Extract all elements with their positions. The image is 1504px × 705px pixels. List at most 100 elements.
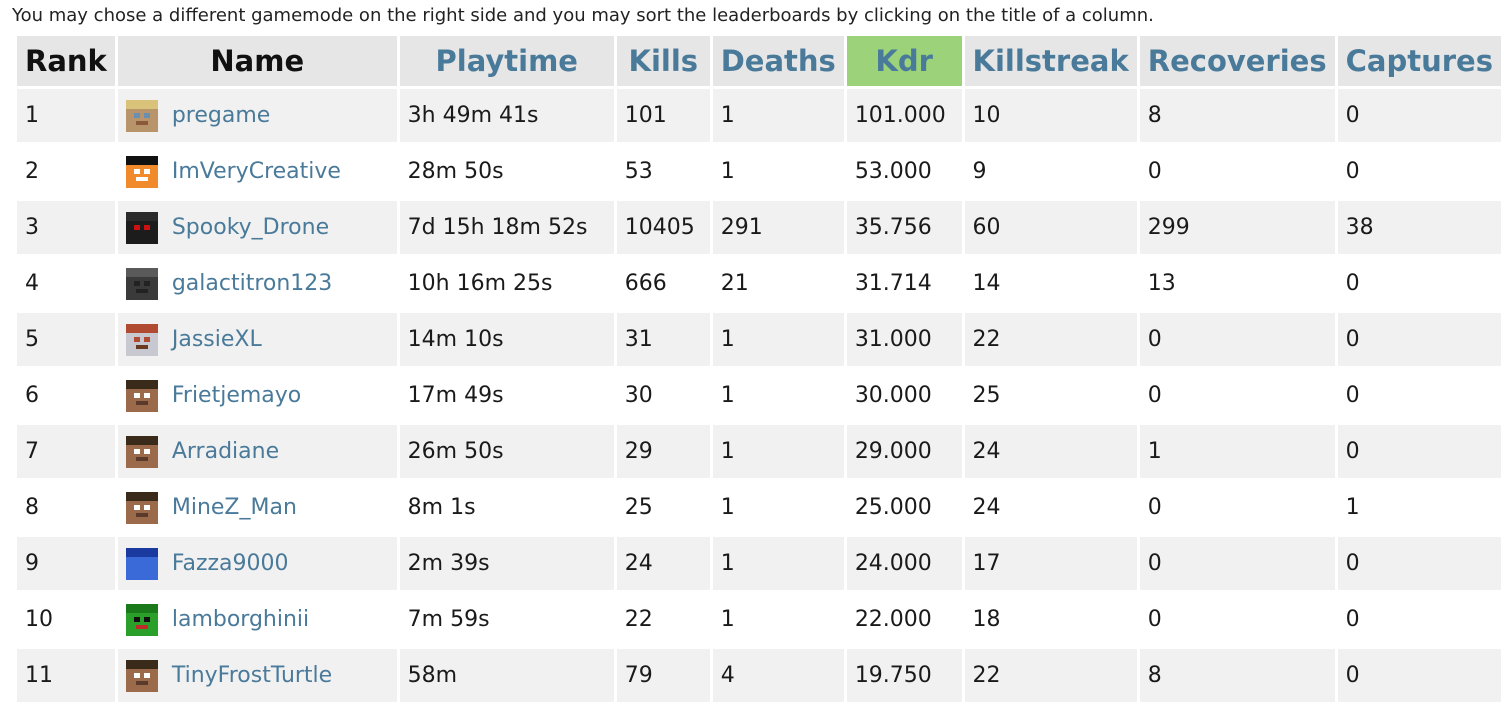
player-link[interactable]: TinyFrostTurtle [171,663,333,688]
avatar-eye [143,112,150,118]
avatar-hair [125,435,158,445]
player-name-wrapper: Fazza9000 [125,547,397,580]
cell-deaths: 1 [712,313,844,366]
avatar-eye [133,504,140,510]
player-avatar-icon[interactable] [125,603,158,636]
cell-captures: 0 [1337,257,1501,310]
cell-captures: 0 [1337,537,1501,590]
avatar-eye [133,616,140,622]
column-header-playtime[interactable]: Playtime [399,36,614,86]
avatar-mouth [135,344,148,349]
cell-captures: 0 [1337,89,1501,142]
cell-playtime: 8m 1s [399,481,614,534]
player-link[interactable]: pregame [171,103,271,128]
column-header-recoveries[interactable]: Recoveries [1139,36,1335,86]
cell-playtime: 17m 49s [399,369,614,422]
player-name-wrapper: Frietjemayo [125,379,397,412]
avatar-eye [133,672,140,678]
avatar-hair [125,659,158,669]
player-link[interactable]: Arradiane [171,439,280,464]
avatar-hair [125,155,158,165]
cell-kdr: 53.000 [846,145,962,198]
player-avatar-icon[interactable] [125,547,158,580]
avatar-mouth [135,400,148,405]
player-link[interactable]: Spooky_Drone [171,215,330,240]
cell-deaths: 4 [712,649,844,702]
cell-name: Fazza9000 [117,537,397,590]
avatar-eye [143,672,150,678]
column-header-captures[interactable]: Captures [1337,36,1501,86]
player-link[interactable]: Frietjemayo [171,383,302,408]
player-name-wrapper: Spooky_Drone [125,211,397,244]
player-avatar-icon[interactable] [125,211,158,244]
cell-name: ImVeryCreative [117,145,397,198]
cell-rank: 3 [17,201,115,254]
table-row: 3 Spooky_Drone 7d 15h 18m 52s 10405 291 35.75… [17,201,1501,254]
player-avatar-icon[interactable] [125,435,158,468]
player-name-wrapper: MineZ_Man [125,491,397,524]
column-header-killstreak[interactable]: Killstreak [964,36,1137,86]
cell-kdr: 24.000 [846,537,962,590]
cell-kills: 29 [616,425,710,478]
player-link[interactable]: JassieXL [171,327,262,352]
player-name-wrapper: ImVeryCreative [125,155,397,188]
cell-playtime: 2m 39s [399,537,614,590]
cell-rank: 2 [17,145,115,198]
player-avatar-icon[interactable] [125,155,158,188]
cell-captures: 0 [1337,649,1501,702]
avatar-mouth [135,232,148,237]
player-name-wrapper: TinyFrostTurtle [125,659,397,692]
player-name-wrapper: galactitron123 [125,267,397,300]
avatar-eye [133,280,140,286]
cell-kdr: 31.000 [846,313,962,366]
cell-kdr: 29.000 [846,425,962,478]
column-header-kills[interactable]: Kills [616,36,710,86]
avatar-eye [133,560,140,566]
player-avatar-icon[interactable] [125,491,158,524]
player-link[interactable]: galactitron123 [171,271,333,296]
column-header-rank: Rank [17,36,115,86]
player-avatar-icon[interactable] [125,323,158,356]
avatar-mouth [135,456,148,461]
avatar-eye [143,392,150,398]
player-avatar-icon[interactable] [125,659,158,692]
cell-rank: 4 [17,257,115,310]
cell-deaths: 1 [712,89,844,142]
player-link[interactable]: lamborghinii [171,607,310,632]
cell-playtime: 58m [399,649,614,702]
player-name-wrapper: Arradiane [125,435,397,468]
cell-kills: 53 [616,145,710,198]
cell-killstreak: 10 [964,89,1137,142]
cell-captures: 0 [1337,425,1501,478]
column-header-kdr[interactable]: Kdr [846,36,962,86]
column-header-deaths[interactable]: Deaths [712,36,844,86]
cell-killstreak: 60 [964,201,1137,254]
table-row: 5 JassieXL 14m 10s 31 1 31.000 22 0 0 [17,313,1501,366]
player-link[interactable]: Fazza9000 [171,551,289,576]
column-header-name: Name [117,36,397,86]
avatar-hair [125,547,158,557]
cell-captures: 0 [1337,369,1501,422]
cell-killstreak: 25 [964,369,1137,422]
cell-rank: 10 [17,593,115,646]
cell-name: Arradiane [117,425,397,478]
leaderboard-table: Rank Name Playtime Kills Deaths Kdr Kill… [14,33,1504,705]
player-link[interactable]: ImVeryCreative [171,159,341,184]
avatar-eye [133,224,140,230]
avatar-mouth [135,288,148,293]
player-avatar-icon[interactable] [125,99,158,132]
cell-deaths: 1 [712,593,844,646]
cell-recoveries: 8 [1139,89,1335,142]
cell-deaths: 1 [712,537,844,590]
avatar-hair [125,379,158,389]
avatar-eye [143,504,150,510]
avatar-eye [143,336,150,342]
avatar-eye [143,560,150,566]
avatar-eye [143,280,150,286]
player-avatar-icon[interactable] [125,267,158,300]
leaderboard-body: 1 pregame 3h 49m 41s 101 1 101.000 10 8 0 2 ImVery… [17,89,1501,702]
cell-kdr: 22.000 [846,593,962,646]
player-link[interactable]: MineZ_Man [171,495,297,520]
player-avatar-icon[interactable] [125,379,158,412]
cell-kdr: 35.756 [846,201,962,254]
